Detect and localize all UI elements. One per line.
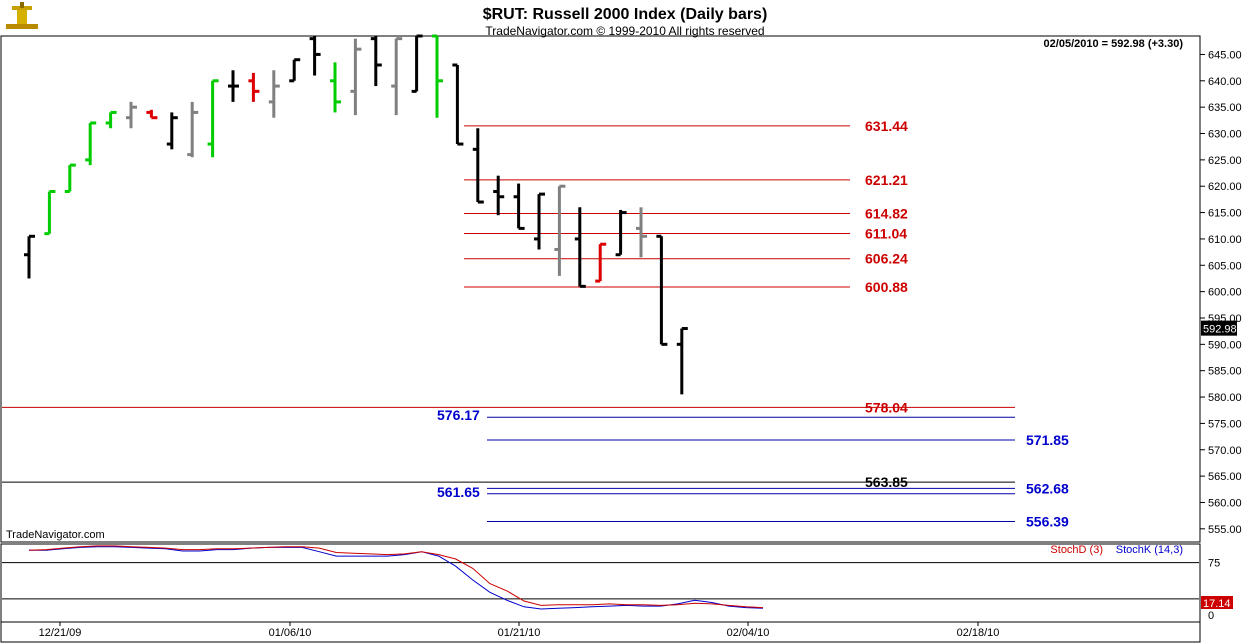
price-bar	[432, 34, 443, 118]
quote-readout: 02/05/2010 = 592.98 (+3.30)	[1044, 38, 1184, 50]
price-bar	[350, 38, 362, 116]
y-tick-label: 645.00	[1208, 49, 1242, 61]
price-bar	[472, 128, 484, 204]
level-label: 576.17	[437, 407, 480, 423]
stoch-k-line	[29, 546, 764, 610]
price-bar	[595, 242, 607, 283]
level-label: 578.04	[865, 399, 908, 415]
level-label: 600.88	[865, 279, 908, 295]
last-price-label: 592.98	[1201, 320, 1237, 336]
price-bar	[166, 112, 178, 150]
price-bar	[391, 37, 403, 116]
price-bar	[146, 109, 158, 120]
y-tick-label: 590.00	[1208, 339, 1242, 351]
stoch-last-label: 17.14	[1201, 596, 1233, 610]
y-tick-label: 580.00	[1208, 392, 1242, 404]
watermark: TradeNavigator.com	[6, 529, 105, 541]
x-tick-label: 02/18/10	[957, 627, 1000, 639]
stoch-d-legend: StochD (3)	[1050, 544, 1103, 556]
y-tick-label: 560.00	[1208, 497, 1242, 509]
level-lines: 631.44 621.21 614.82 611.04 606.24 600.88 578.…	[2, 118, 1069, 529]
stochastic-oscillator: 75 0	[2, 545, 1220, 622]
stoch-k-legend: StochK (14,3)	[1116, 544, 1183, 556]
y-tick-label: 605.00	[1208, 260, 1242, 272]
price-bar	[574, 207, 586, 288]
level-label: 556.39	[1026, 513, 1069, 529]
y-tick-label: 600.00	[1208, 287, 1242, 299]
level-label: 606.24	[865, 251, 908, 267]
price-bar	[268, 70, 280, 118]
chart-title: $RUT: Russell 2000 Index (Daily bars)	[483, 6, 768, 23]
price-bar	[126, 101, 137, 129]
x-tick-label: 01/06/10	[269, 627, 312, 639]
price-bar	[452, 63, 464, 146]
price-axis: 645.00 640.00 635.00 630.00 625.00 620.00 615.…	[1199, 36, 1242, 542]
price-bar	[615, 209, 627, 257]
price-bar	[554, 184, 566, 276]
price-bar	[64, 163, 76, 193]
x-tick-label: 02/04/10	[727, 627, 770, 639]
stoch-panel	[0, 543, 1201, 623]
price-bar	[309, 36, 321, 76]
trade-navigator-logo-icon	[6, 2, 38, 29]
price-bar	[656, 234, 668, 346]
y-tick-label: 620.00	[1208, 181, 1242, 193]
y-tick-label: 610.00	[1208, 234, 1242, 246]
price-bar	[85, 121, 97, 166]
y-tick-label: 635.00	[1208, 102, 1242, 114]
y-tick-label: 570.00	[1208, 445, 1242, 457]
svg-text:592.98: 592.98	[1203, 324, 1237, 336]
y-tick-label: 615.00	[1208, 208, 1242, 220]
y-tick-label: 630.00	[1208, 129, 1242, 141]
chart-subtitle: TradeNavigator.com © 1999-2010 All right…	[485, 24, 764, 38]
price-bar	[105, 110, 117, 129]
level-label: 631.44	[865, 118, 908, 134]
price-bar	[493, 175, 505, 216]
stoch-tick-label: 75	[1208, 558, 1220, 570]
level-label: 571.85	[1026, 432, 1069, 448]
level-label: 614.82	[865, 206, 908, 222]
level-label: 563.85	[865, 474, 908, 490]
level-label: 561.65	[437, 484, 480, 500]
x-tick-label: 01/21/10	[498, 627, 541, 639]
price-bar	[248, 72, 260, 102]
y-tick-label: 555.00	[1208, 524, 1242, 536]
price-bar	[24, 234, 35, 279]
svg-text:17.14: 17.14	[1203, 598, 1231, 610]
price-bar	[207, 79, 219, 158]
price-bar	[534, 192, 545, 250]
stoch-d-line	[28, 545, 764, 609]
y-tick-label: 575.00	[1208, 418, 1242, 430]
price-bar	[370, 36, 382, 87]
price-bar	[330, 62, 341, 113]
level-label: 611.04	[865, 225, 907, 241]
price-bar	[636, 207, 647, 258]
price-bar	[228, 70, 239, 102]
y-tick-label: 625.00	[1208, 155, 1242, 167]
x-axis-panel	[0, 621, 1201, 643]
price-bar	[187, 101, 199, 158]
y-tick-label: 565.00	[1208, 471, 1242, 483]
level-label: 562.68	[1026, 480, 1069, 496]
y-tick-label: 640.00	[1208, 76, 1242, 88]
stoch-tick-label: 0	[1208, 610, 1214, 622]
price-bar	[44, 189, 56, 236]
y-tick-label: 585.00	[1208, 366, 1242, 378]
date-axis: 12/21/09 01/06/10 01/21/10 02/04/10 02/18/10	[39, 622, 1000, 639]
price-bar	[289, 58, 301, 83]
price-bars	[24, 34, 688, 395]
price-panel	[0, 35, 1201, 543]
price-bar	[676, 327, 688, 395]
price-bar	[411, 34, 423, 93]
x-tick-label: 12/21/09	[39, 627, 82, 639]
level-label: 621.21	[865, 172, 908, 188]
price-bar	[513, 183, 525, 230]
